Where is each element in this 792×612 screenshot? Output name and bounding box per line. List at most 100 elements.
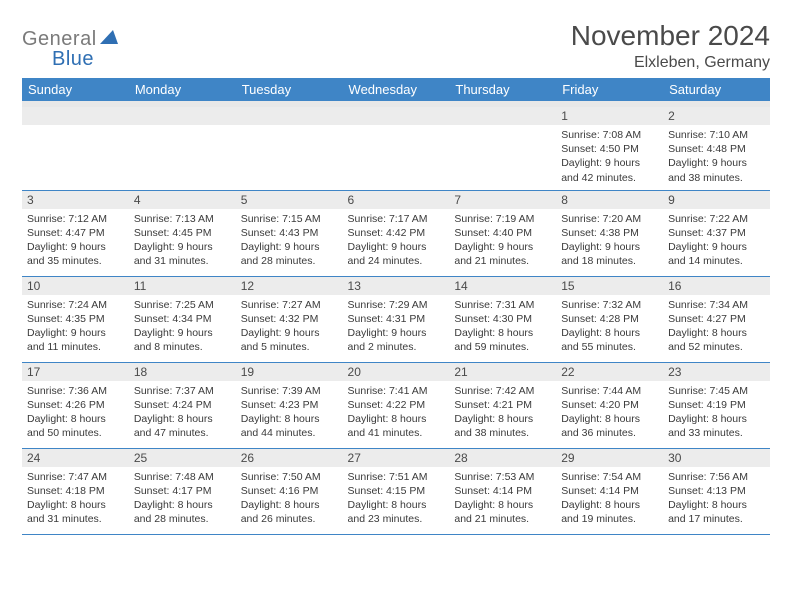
- sunrise-line: Sunrise: 7:32 AM: [561, 298, 658, 312]
- logo-sub: Blue: [52, 48, 94, 71]
- day-details: Sunrise: 7:08 AMSunset: 4:50 PMDaylight:…: [556, 125, 663, 189]
- day-number: 26: [236, 449, 343, 467]
- day-details: Sunrise: 7:20 AMSunset: 4:38 PMDaylight:…: [556, 209, 663, 273]
- sunset-line: Sunset: 4:28 PM: [561, 312, 658, 326]
- calendar-week-row: 24Sunrise: 7:47 AMSunset: 4:18 PMDayligh…: [22, 448, 770, 534]
- daylight-line: Daylight: 8 hours and 33 minutes.: [668, 412, 765, 440]
- day-number: [129, 107, 236, 125]
- sunrise-line: Sunrise: 7:54 AM: [561, 470, 658, 484]
- daylight-line: Daylight: 8 hours and 52 minutes.: [668, 326, 765, 354]
- sunrise-line: Sunrise: 7:19 AM: [454, 212, 551, 226]
- day-number: 13: [343, 277, 450, 295]
- title-block: November 2024 Elxleben, Germany: [571, 20, 770, 72]
- calendar-day-cell: 6Sunrise: 7:17 AMSunset: 4:42 PMDaylight…: [343, 190, 450, 276]
- calendar-week-row: 10Sunrise: 7:24 AMSunset: 4:35 PMDayligh…: [22, 276, 770, 362]
- day-number: 12: [236, 277, 343, 295]
- calendar-day-cell: 23Sunrise: 7:45 AMSunset: 4:19 PMDayligh…: [663, 362, 770, 448]
- day-details: Sunrise: 7:36 AMSunset: 4:26 PMDaylight:…: [22, 381, 129, 445]
- month-title: November 2024: [571, 20, 770, 52]
- day-details: Sunrise: 7:48 AMSunset: 4:17 PMDaylight:…: [129, 467, 236, 531]
- sunrise-line: Sunrise: 7:36 AM: [27, 384, 124, 398]
- calendar-day-cell: 8Sunrise: 7:20 AMSunset: 4:38 PMDaylight…: [556, 190, 663, 276]
- calendar-body: 1Sunrise: 7:08 AMSunset: 4:50 PMDaylight…: [22, 104, 770, 534]
- day-number: [343, 107, 450, 125]
- day-details: Sunrise: 7:31 AMSunset: 4:30 PMDaylight:…: [449, 295, 556, 359]
- daylight-line: Daylight: 8 hours and 47 minutes.: [134, 412, 231, 440]
- calendar-day-cell: [236, 104, 343, 190]
- sunrise-line: Sunrise: 7:50 AM: [241, 470, 338, 484]
- calendar-day-cell: 25Sunrise: 7:48 AMSunset: 4:17 PMDayligh…: [129, 448, 236, 534]
- daylight-line: Daylight: 8 hours and 21 minutes.: [454, 498, 551, 526]
- day-number: [236, 107, 343, 125]
- calendar-day-cell: 30Sunrise: 7:56 AMSunset: 4:13 PMDayligh…: [663, 448, 770, 534]
- day-details: Sunrise: 7:27 AMSunset: 4:32 PMDaylight:…: [236, 295, 343, 359]
- day-number: 8: [556, 191, 663, 209]
- day-details: Sunrise: 7:53 AMSunset: 4:14 PMDaylight:…: [449, 467, 556, 531]
- calendar-day-cell: 5Sunrise: 7:15 AMSunset: 4:43 PMDaylight…: [236, 190, 343, 276]
- day-number: 24: [22, 449, 129, 467]
- daylight-line: Daylight: 8 hours and 41 minutes.: [348, 412, 445, 440]
- calendar-day-cell: 11Sunrise: 7:25 AMSunset: 4:34 PMDayligh…: [129, 276, 236, 362]
- day-number: 3: [22, 191, 129, 209]
- sunrise-line: Sunrise: 7:51 AM: [348, 470, 445, 484]
- daylight-line: Daylight: 8 hours and 38 minutes.: [454, 412, 551, 440]
- calendar-day-cell: 16Sunrise: 7:34 AMSunset: 4:27 PMDayligh…: [663, 276, 770, 362]
- daylight-line: Daylight: 8 hours and 17 minutes.: [668, 498, 765, 526]
- day-number: 16: [663, 277, 770, 295]
- col-header: Wednesday: [343, 78, 450, 104]
- col-header: Sunday: [22, 78, 129, 104]
- calendar-day-cell: [22, 104, 129, 190]
- sunset-line: Sunset: 4:42 PM: [348, 226, 445, 240]
- day-details: [449, 125, 556, 185]
- daylight-line: Daylight: 9 hours and 38 minutes.: [668, 156, 765, 184]
- sunset-line: Sunset: 4:16 PM: [241, 484, 338, 498]
- col-header: Thursday: [449, 78, 556, 104]
- day-number: 14: [449, 277, 556, 295]
- sunset-line: Sunset: 4:14 PM: [561, 484, 658, 498]
- calendar-day-cell: 19Sunrise: 7:39 AMSunset: 4:23 PMDayligh…: [236, 362, 343, 448]
- sunset-line: Sunset: 4:17 PM: [134, 484, 231, 498]
- daylight-line: Daylight: 9 hours and 2 minutes.: [348, 326, 445, 354]
- daylight-line: Daylight: 8 hours and 36 minutes.: [561, 412, 658, 440]
- sunrise-line: Sunrise: 7:25 AM: [134, 298, 231, 312]
- daylight-line: Daylight: 9 hours and 11 minutes.: [27, 326, 124, 354]
- calendar-day-cell: 21Sunrise: 7:42 AMSunset: 4:21 PMDayligh…: [449, 362, 556, 448]
- day-details: Sunrise: 7:12 AMSunset: 4:47 PMDaylight:…: [22, 209, 129, 273]
- day-details: Sunrise: 7:15 AMSunset: 4:43 PMDaylight:…: [236, 209, 343, 273]
- day-details: Sunrise: 7:45 AMSunset: 4:19 PMDaylight:…: [663, 381, 770, 445]
- day-details: Sunrise: 7:24 AMSunset: 4:35 PMDaylight:…: [22, 295, 129, 359]
- sunset-line: Sunset: 4:35 PM: [27, 312, 124, 326]
- calendar-day-cell: 12Sunrise: 7:27 AMSunset: 4:32 PMDayligh…: [236, 276, 343, 362]
- calendar-week-row: 1Sunrise: 7:08 AMSunset: 4:50 PMDaylight…: [22, 104, 770, 190]
- day-details: [22, 125, 129, 185]
- daylight-line: Daylight: 8 hours and 50 minutes.: [27, 412, 124, 440]
- day-details: Sunrise: 7:22 AMSunset: 4:37 PMDaylight:…: [663, 209, 770, 273]
- day-details: Sunrise: 7:44 AMSunset: 4:20 PMDaylight:…: [556, 381, 663, 445]
- day-details: [129, 125, 236, 185]
- calendar-day-cell: 2Sunrise: 7:10 AMSunset: 4:48 PMDaylight…: [663, 104, 770, 190]
- logo: General: [22, 20, 120, 51]
- calendar-day-cell: 26 Sunrise: 7:50 AMSunset: 4:16 PMDayligh…: [236, 448, 343, 534]
- sunset-line: Sunset: 4:37 PM: [668, 226, 765, 240]
- sunrise-line: Sunrise: 7:42 AM: [454, 384, 551, 398]
- day-number: 9: [663, 191, 770, 209]
- sunrise-line: Sunrise: 7:31 AM: [454, 298, 551, 312]
- day-number: 30: [663, 449, 770, 467]
- sunrise-line: Sunrise: 7:34 AM: [668, 298, 765, 312]
- day-number: 2: [663, 107, 770, 125]
- calendar-day-cell: 4Sunrise: 7:13 AMSunset: 4:45 PMDaylight…: [129, 190, 236, 276]
- daylight-line: Daylight: 9 hours and 35 minutes.: [27, 240, 124, 268]
- location-label: Elxleben, Germany: [571, 54, 770, 72]
- sunrise-line: Sunrise: 7:12 AM: [27, 212, 124, 226]
- calendar-day-cell: 24Sunrise: 7:47 AMSunset: 4:18 PMDayligh…: [22, 448, 129, 534]
- day-number: 18: [129, 363, 236, 381]
- daylight-line: Daylight: 8 hours and 26 minutes.: [241, 498, 338, 526]
- day-number: 5: [236, 191, 343, 209]
- sunset-line: Sunset: 4:34 PM: [134, 312, 231, 326]
- daylight-line: Daylight: 9 hours and 42 minutes.: [561, 156, 658, 184]
- sunrise-line: Sunrise: 7:41 AM: [348, 384, 445, 398]
- sunset-line: Sunset: 4:18 PM: [27, 484, 124, 498]
- day-details: Sunrise: 7:32 AMSunset: 4:28 PMDaylight:…: [556, 295, 663, 359]
- sunset-line: Sunset: 4:48 PM: [668, 142, 765, 156]
- calendar-day-cell: 15Sunrise: 7:32 AMSunset: 4:28 PMDayligh…: [556, 276, 663, 362]
